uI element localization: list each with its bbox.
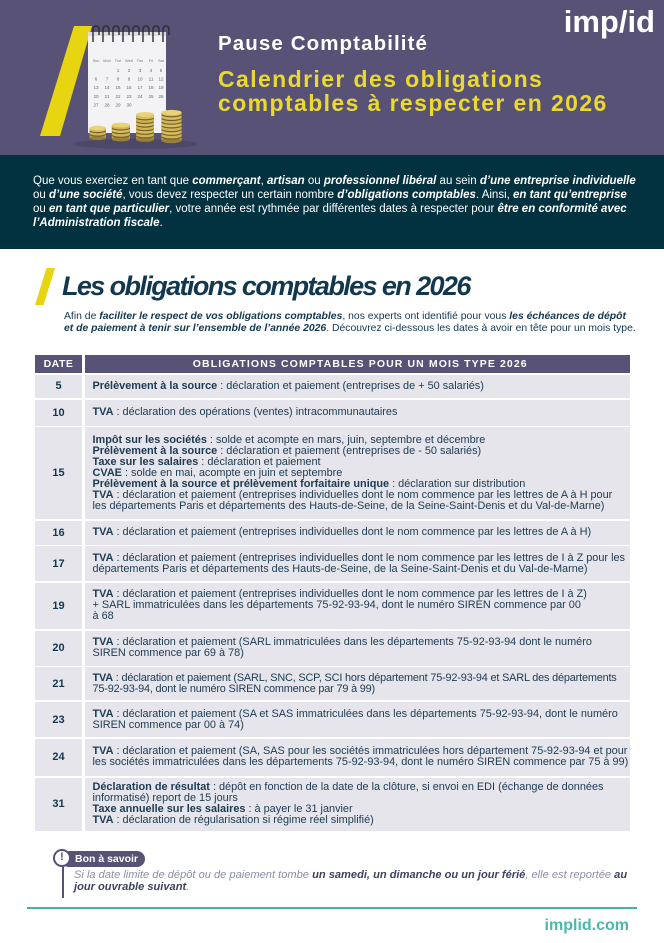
svg-text:Thu: Thu: [137, 59, 144, 63]
svg-text:11: 11: [149, 77, 154, 82]
svg-text:8: 8: [117, 77, 120, 82]
svg-text:21: 21: [104, 94, 110, 99]
svg-text:Fri: Fri: [149, 59, 154, 63]
svg-text:16: 16: [126, 85, 132, 90]
svg-text:1: 1: [117, 68, 120, 73]
svg-text:27: 27: [93, 102, 99, 107]
svg-text:Sat: Sat: [158, 59, 165, 63]
svg-text:Sun: Sun: [93, 59, 100, 63]
svg-text:Wed: Wed: [125, 59, 133, 63]
svg-text:12: 12: [158, 77, 164, 82]
svg-text:14: 14: [104, 85, 110, 90]
svg-text:10: 10: [137, 77, 143, 82]
svg-text:18: 18: [148, 85, 154, 90]
svg-text:29: 29: [115, 102, 121, 107]
svg-text:5: 5: [160, 68, 163, 73]
svg-text:7: 7: [106, 77, 109, 82]
svg-text:4: 4: [150, 68, 153, 73]
svg-text:23: 23: [126, 94, 132, 99]
svg-text:Tue: Tue: [115, 59, 121, 63]
svg-text:26: 26: [158, 94, 164, 99]
svg-text:13: 13: [93, 85, 99, 90]
svg-text:17: 17: [137, 85, 143, 90]
svg-text:15: 15: [115, 85, 121, 90]
svg-text:30: 30: [126, 102, 132, 107]
svg-text:6: 6: [95, 77, 98, 82]
svg-text:3: 3: [139, 68, 142, 73]
svg-text:24: 24: [137, 94, 143, 99]
svg-text:Mon: Mon: [103, 59, 110, 63]
svg-text:20: 20: [93, 94, 99, 99]
svg-text:19: 19: [158, 85, 164, 90]
svg-text:2: 2: [128, 68, 131, 73]
svg-text:28: 28: [104, 102, 110, 107]
svg-text:9: 9: [128, 77, 131, 82]
svg-text:22: 22: [115, 94, 121, 99]
svg-text:25: 25: [148, 94, 154, 99]
